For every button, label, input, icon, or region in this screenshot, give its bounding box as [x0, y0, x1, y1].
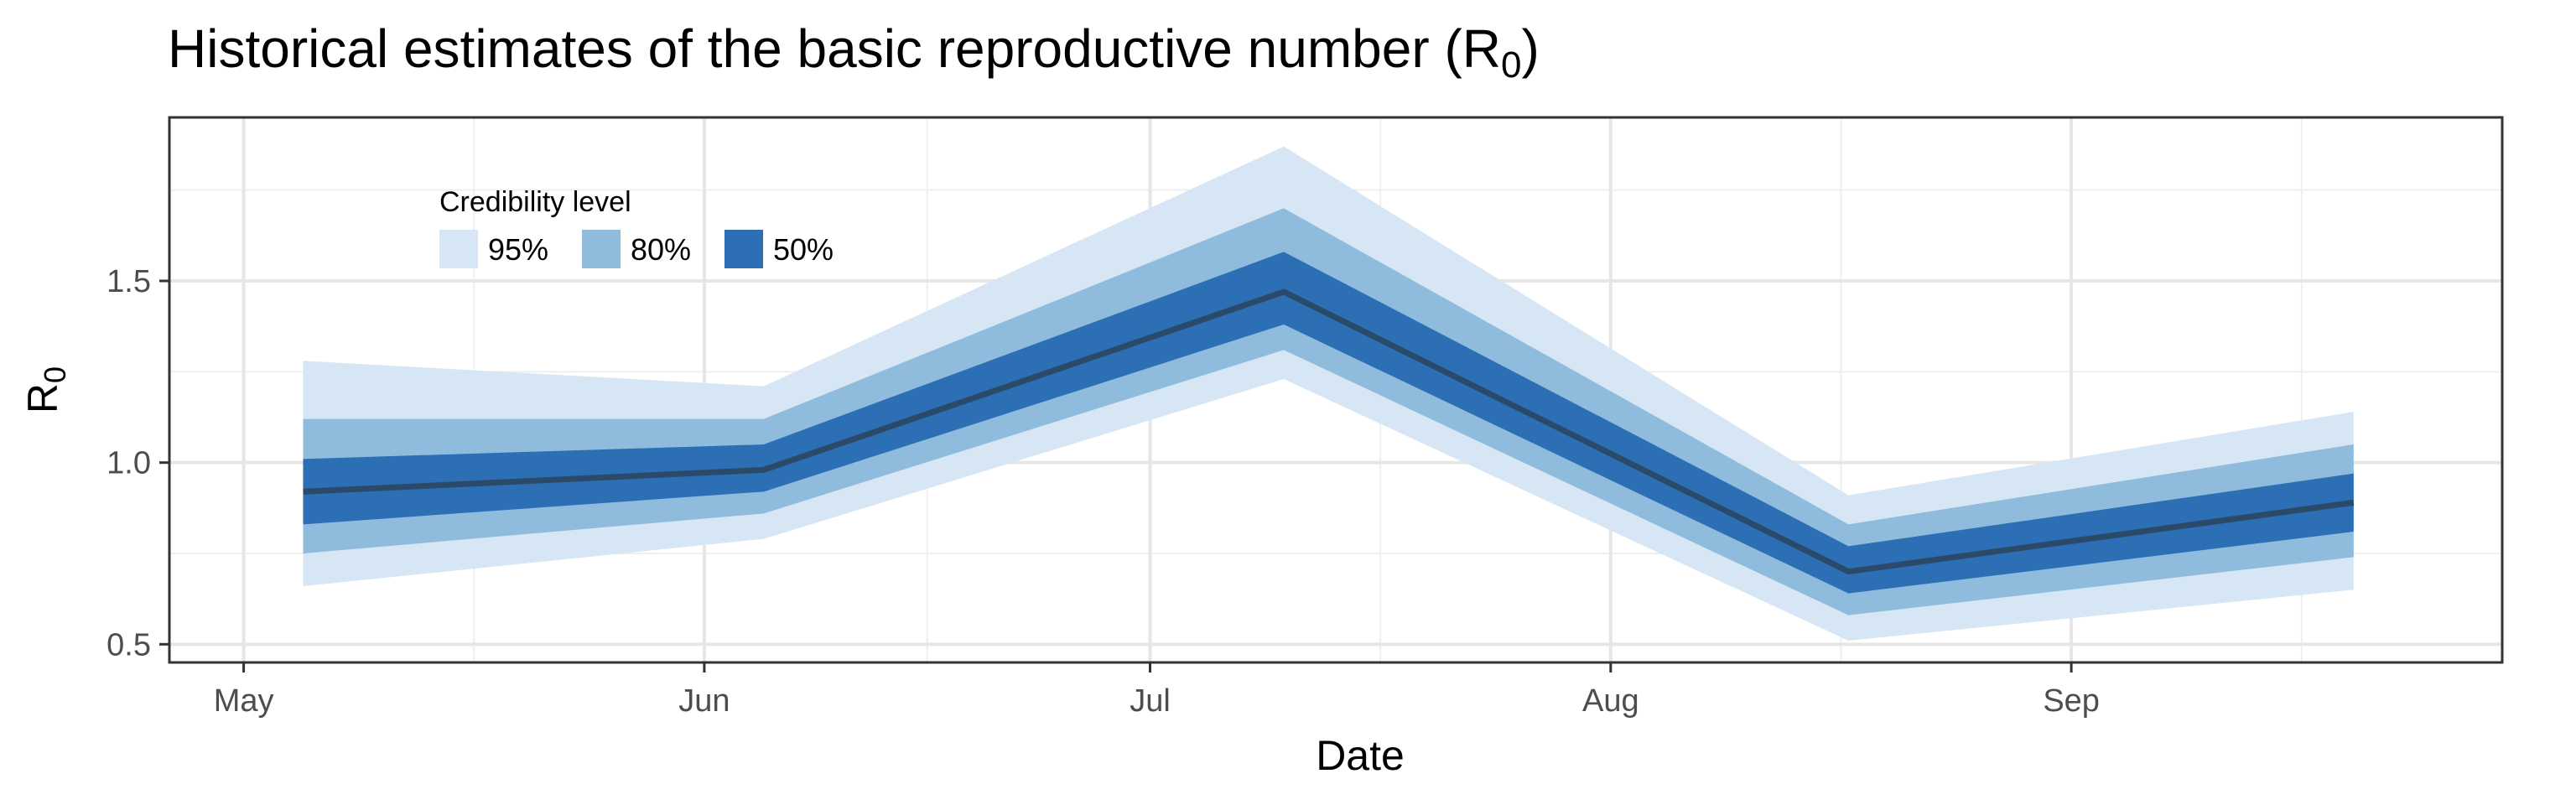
legend: Credibility level 95% 80% 50%: [439, 186, 834, 268]
chart-title-subscript: 0: [1501, 44, 1521, 86]
legend-label: 50%: [773, 232, 834, 267]
y-tick-label: 1.5: [106, 264, 151, 299]
legend-key-80-percent: [582, 230, 621, 268]
x-tick-label: Jun: [678, 683, 730, 719]
legend-key-50-percent: [724, 230, 763, 268]
median-line-group: [303, 288, 2355, 575]
y-axis-title-subscript: 0: [38, 366, 72, 383]
y-axis-title: R0: [19, 366, 72, 413]
legend-key-95-percent: [439, 230, 478, 268]
y-axis-title-main: R: [19, 383, 66, 413]
plot-panel-border: [168, 116, 2504, 664]
x-axis-title: Date: [1316, 732, 1405, 779]
x-tick-label: May: [214, 683, 274, 719]
legend-label: 80%: [631, 232, 691, 267]
legend-label: 95%: [488, 232, 548, 267]
x-tick-label: Aug: [1582, 683, 1639, 719]
chart-title-main: Historical estimates of the basic reprod…: [168, 18, 1501, 79]
band-50-percent: [303, 252, 2354, 594]
credibility-bands: [303, 146, 2354, 641]
band-95-percent: [303, 146, 2354, 641]
legend-title: Credibility level: [439, 186, 631, 218]
y-tick-label: 1.0: [106, 446, 151, 481]
chart-title-end: ): [1521, 18, 1539, 79]
y-tick-label: 0.5: [106, 627, 151, 662]
x-axis-ticks: May Jun Jul Aug Sep: [214, 662, 2100, 719]
chart-title: Historical estimates of the basic reprod…: [168, 18, 1540, 86]
y-axis-ticks: 0.5 1.0 1.5: [106, 264, 169, 662]
x-tick-label: Sep: [2043, 683, 2100, 719]
median-line: [303, 288, 2355, 575]
x-tick-label: Jul: [1130, 683, 1171, 719]
